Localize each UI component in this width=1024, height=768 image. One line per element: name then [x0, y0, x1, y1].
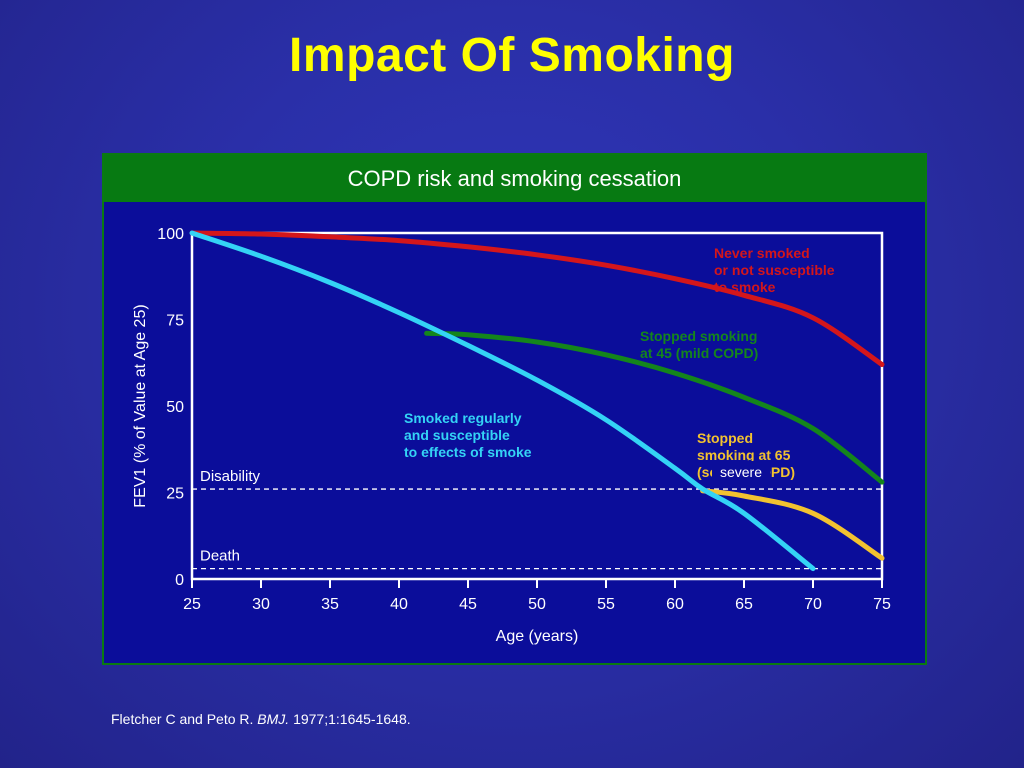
series-label-smoked: to effects of smoke [404, 444, 532, 460]
y-tick-label: 0 [175, 572, 184, 589]
severe-overlay-box [712, 461, 770, 481]
y-tick-label: 75 [166, 313, 184, 330]
copd-chart: Disability Death 25 30 35 40 45 50 55 60 65 70 75 0 25… [132, 226, 891, 645]
citation-authors: Fletcher C and Peto R. [111, 711, 254, 727]
citation-journal: BMJ. [257, 711, 290, 727]
chart-figure: COPD risk and smoking cessation Disabili… [102, 153, 927, 665]
x-tick-label: 75 [873, 596, 891, 613]
citation: Fletcher C and Peto R. BMJ. 1977;1:1645-… [111, 711, 411, 727]
severe-overlay-label: severe [720, 464, 762, 480]
x-tick-label: 40 [390, 596, 408, 613]
y-axis-label: FEV1 (% of Value at Age 25) [132, 304, 149, 507]
series-line-stopped45 [424, 330, 885, 485]
slide-title: Impact Of Smoking [289, 29, 735, 82]
y-tick-label: 100 [157, 226, 184, 243]
plot-frame [190, 231, 884, 581]
x-tick-label: 35 [321, 596, 339, 613]
x-tick-label: 30 [252, 596, 270, 613]
citation-details: 1977;1:1645-1648. [293, 711, 411, 727]
series-label-never: Never smoked [714, 245, 810, 261]
series-label-stopped65: smoking at 65 [697, 447, 791, 463]
series-label-stopped65: Stopped [697, 430, 753, 446]
x-tick-label: 70 [804, 596, 822, 613]
series-label-never: to smoke [714, 279, 776, 295]
reference-label-disability: Disability [200, 468, 261, 485]
series-label-smoked: and susceptible [404, 427, 510, 443]
x-tick-label: 65 [735, 596, 753, 613]
x-tick-label: 60 [666, 596, 684, 613]
series-line-never [189, 230, 885, 367]
chart-title: COPD risk and smoking cessation [104, 155, 925, 202]
x-tick-label: 55 [597, 596, 615, 613]
x-tick-label: 25 [183, 596, 201, 613]
series-label-stopped45: Stopped smoking [640, 328, 757, 344]
series-line-smoked [189, 230, 816, 572]
series-line-stopped65 [700, 488, 885, 561]
y-tick-label: 50 [166, 399, 184, 416]
series-label-never: or not susceptible [714, 262, 835, 278]
x-tick-label: 50 [528, 596, 546, 613]
x-tick-label: 45 [459, 596, 477, 613]
x-axis-label: Age (years) [496, 628, 579, 645]
y-tick-label: 25 [166, 486, 184, 503]
series-label-stopped45: at 45 (mild COPD) [640, 345, 758, 361]
reference-label-death: Death [200, 548, 240, 565]
series-label-smoked: Smoked regularly [404, 410, 522, 426]
